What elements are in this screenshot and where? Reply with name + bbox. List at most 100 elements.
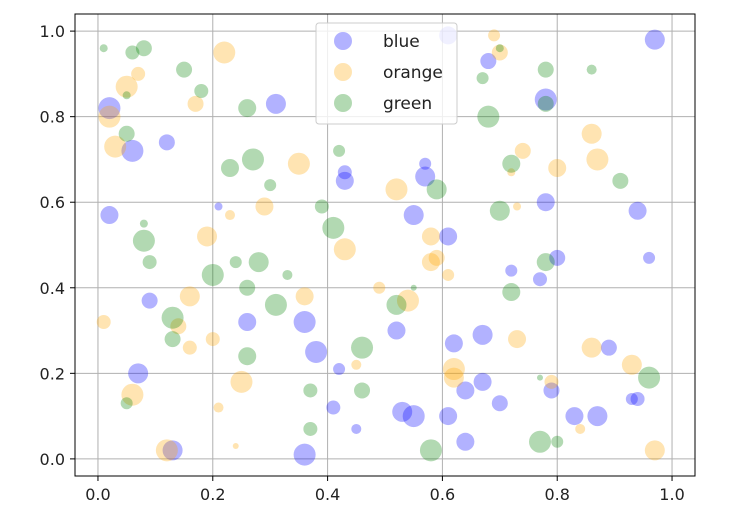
orange-point [170,318,187,335]
orange-point [421,253,440,272]
orange-point [385,178,408,201]
blue-point [630,392,645,406]
blue-point [625,393,638,405]
orange-point [513,202,522,211]
orange-point [443,367,464,388]
legend-marker-orange [334,63,352,81]
green-point [537,374,543,381]
blue-point [533,272,547,287]
green-point [122,91,131,100]
green-point [551,435,564,448]
green-point [139,219,148,228]
blue-point [333,363,346,376]
legend-label-blue: blue [383,32,420,52]
green-point [354,382,371,399]
blue-point [643,251,656,264]
green-point [248,252,269,273]
green-point [586,64,597,75]
green-point [239,279,256,296]
blue-point [121,139,144,162]
green-point [502,283,521,302]
green-point [176,61,193,78]
blue-point [628,201,647,220]
blue-point [456,381,475,400]
green-point [322,216,345,239]
green-point [537,95,554,112]
green-point [489,200,510,221]
green-point [241,148,264,171]
green-point [638,366,661,389]
orange-point [225,210,235,221]
blue-point [162,440,183,461]
blue-point [600,339,617,356]
orange-point [96,315,111,329]
blue-point [392,401,413,422]
blue-point [444,334,463,353]
green-point [238,99,257,118]
orange-point [581,337,602,358]
orange-point [104,135,127,158]
blue-point [214,202,223,211]
orange-point [232,443,239,450]
x-tick-label: 0.2 [200,485,225,504]
orange-point [507,168,516,177]
green-point [201,263,224,286]
x-tick-label: 0.8 [544,485,569,504]
green-point [536,253,555,272]
plot-frame [74,13,696,477]
green-point [194,84,209,98]
orange-point [421,227,440,246]
green-point [164,331,181,348]
green-point [612,172,629,189]
green-point [477,105,500,128]
green-point [221,159,239,177]
orange-point [373,281,386,294]
blue-point [644,29,665,50]
x-tick-label: 1.0 [659,485,684,504]
orange-point [121,383,144,406]
orange-point [442,358,465,381]
orange-point [98,105,121,128]
blue-point [158,134,175,151]
orange-point [179,286,200,307]
green-point [135,40,152,57]
blue-point [505,264,518,277]
orange-point [428,249,445,266]
blue-point [534,88,557,111]
blue-point [419,157,432,170]
green-point [495,44,504,53]
blue-point [565,407,584,426]
orange-point [621,354,642,375]
orange-point [197,226,218,247]
blue-point [403,205,424,226]
legend-label-orange: orange [383,63,443,83]
blue-point [472,324,493,345]
y-tick-label: 0.4 [40,279,65,298]
green-point [120,397,133,410]
green-point [426,179,447,200]
green-point [333,144,346,157]
green-point [264,179,277,192]
orange-point [255,197,274,216]
blue-point [439,227,458,246]
green-point [502,154,521,173]
blue-point [536,193,555,212]
orange-point [581,123,602,144]
orange-point [544,374,559,389]
orange-point [575,423,586,434]
blue-point [387,321,406,340]
blue-point [305,340,328,363]
green-point [99,44,108,53]
legend-marker-blue [334,32,352,50]
blue-point [100,206,119,225]
blue-point [491,395,508,412]
blue-point [402,405,425,428]
blue-point [549,249,566,266]
y-axis: 0.0 0.2 0.4 0.6 0.8 1.0 [40,22,75,469]
green-point [303,383,318,398]
green-point [351,336,374,359]
blue-point [128,363,149,384]
blue-point [439,407,458,426]
blue-point [238,313,257,331]
